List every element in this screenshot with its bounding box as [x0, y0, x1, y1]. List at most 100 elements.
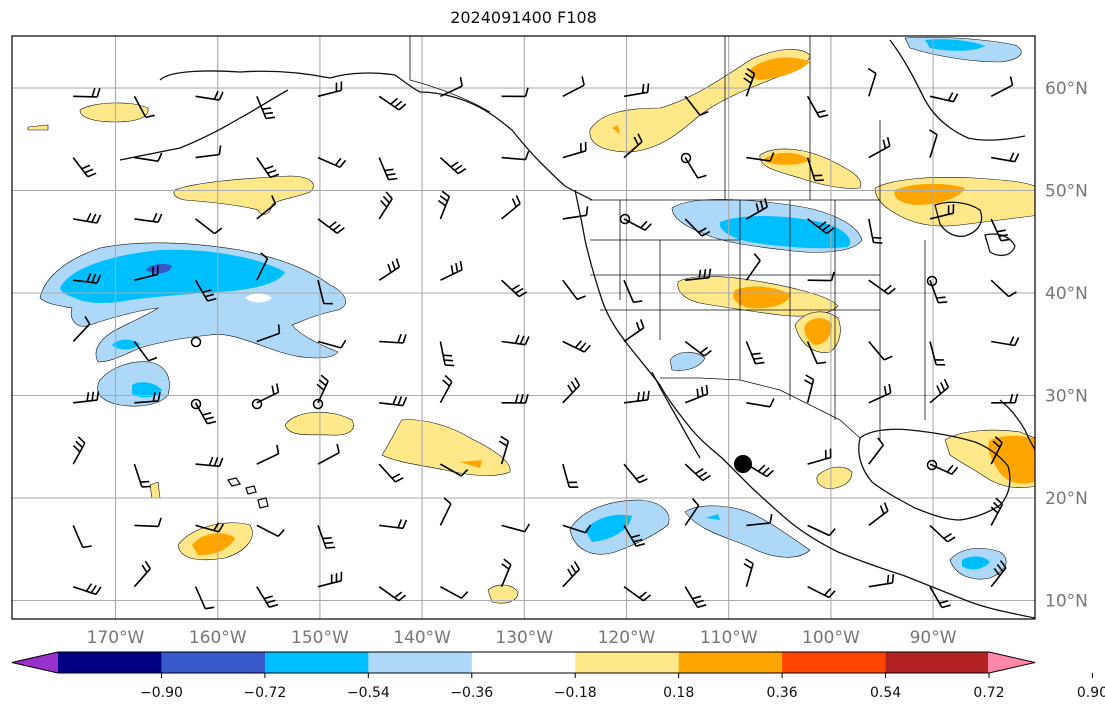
lon-tick-label: 100°W	[802, 628, 860, 648]
wind-barb	[256, 524, 285, 538]
wind-barb	[195, 218, 223, 235]
wind-barb	[684, 340, 712, 357]
wind-barb	[317, 156, 347, 169]
wind-barb	[256, 324, 281, 343]
calm-wind-markers	[190, 152, 938, 471]
wind-barb	[437, 190, 451, 220]
gulf-of-mexico-coast	[858, 428, 1011, 521]
hudson-bay-coast	[889, 39, 1026, 141]
wind-barb	[991, 393, 1019, 404]
wind-barb	[501, 523, 530, 533]
wind-barb	[73, 87, 101, 98]
lat-tick-label: 20°N	[1045, 489, 1088, 509]
lat-tick-label: 60°N	[1045, 79, 1088, 99]
calm-wind-marker	[190, 398, 202, 410]
wind-barb	[745, 341, 765, 365]
lat-tick-label: 50°N	[1045, 182, 1088, 202]
colorbar-tick-label: 0.18	[663, 685, 694, 701]
wind-barb	[501, 279, 528, 298]
wind-barb	[562, 377, 581, 404]
map-frame	[11, 35, 1036, 620]
great-lakes	[934, 201, 1016, 257]
wind-barb	[194, 279, 217, 302]
wind-barb	[133, 463, 151, 488]
wind-barb	[684, 157, 707, 179]
calm-wind-marker	[926, 275, 938, 287]
wind-barb	[562, 206, 589, 220]
colorbar-tick-label: −0.18	[554, 685, 597, 701]
map-title: 2024091400 F108	[450, 8, 597, 27]
colorbar-extend-low	[11, 651, 60, 674]
wind-barb	[990, 436, 1003, 465]
wind-barb	[929, 341, 946, 366]
wind-barb	[378, 258, 401, 281]
wind-barb	[378, 586, 407, 602]
calm-wind-marker	[312, 398, 324, 410]
wind-barb	[562, 524, 592, 534]
wind-barb	[684, 95, 709, 116]
wind-barb	[501, 87, 529, 98]
calm-wind-marker	[680, 152, 692, 164]
colorbar-swatch	[471, 652, 576, 673]
wind-barb	[317, 525, 336, 549]
wind-barb	[317, 443, 340, 465]
location-marker	[734, 455, 752, 473]
colorbar-outline	[11, 651, 1036, 674]
calm-wind-marker	[619, 213, 631, 225]
colorbar-swatch	[368, 652, 473, 673]
wind-barb	[990, 279, 1017, 298]
colorbar-extend-high	[988, 651, 1036, 674]
wind-barb	[256, 252, 269, 281]
wind-barb	[378, 157, 398, 181]
wind-barb	[378, 191, 393, 220]
wind-barb	[72, 525, 92, 549]
wind-barb	[439, 497, 452, 526]
colorbar-tick-label: 0.36	[767, 685, 798, 701]
calm-wind-marker	[251, 398, 263, 410]
florida-coast	[999, 399, 1035, 452]
wind-barb	[194, 586, 215, 610]
lon-tick-label: 170°W	[87, 628, 145, 648]
lon-tick-label: 130°W	[495, 628, 553, 648]
lat-tick-label: 10°N	[1045, 592, 1088, 612]
wind-barb	[807, 448, 832, 465]
lat-tick-label: 40°N	[1045, 284, 1088, 304]
wind-barb	[378, 95, 407, 111]
wind-barb	[806, 95, 829, 118]
alaska-coastline	[159, 70, 593, 201]
wind-barb	[501, 334, 530, 346]
wind-barb	[929, 378, 950, 404]
wind-barb	[684, 498, 700, 526]
political-borders	[409, 36, 926, 440]
wind-barb	[807, 218, 835, 235]
lon-tick-label: 160°W	[189, 628, 247, 648]
wind-barb	[72, 436, 86, 465]
wind-barb	[746, 152, 775, 162]
colorbar-swatch	[575, 652, 680, 673]
wind-barb	[929, 204, 955, 220]
wind-barb	[929, 586, 951, 609]
lon-tick-label: 140°W	[393, 628, 451, 648]
wind-barb	[807, 524, 836, 537]
wind-barb	[990, 218, 1011, 242]
colorbar-tick-label: 0.72	[973, 685, 1004, 701]
north-america-west-coast	[574, 189, 1035, 619]
wind-barb	[745, 253, 761, 281]
lon-tick-label: 150°W	[291, 628, 349, 648]
wind-barb	[623, 586, 651, 602]
wind-barb	[378, 463, 404, 483]
wind-barb	[684, 586, 707, 609]
wind-barb	[868, 279, 896, 295]
colorbar-swatch	[58, 652, 162, 673]
wind-barb	[72, 157, 97, 178]
wind-barb	[440, 585, 469, 599]
wind-barb	[379, 519, 408, 530]
wind-barb	[501, 393, 529, 404]
province-lines	[724, 36, 881, 200]
colorbar-swatch	[264, 652, 369, 673]
wind-barb	[134, 391, 161, 404]
wind-barb	[195, 456, 224, 468]
wind-barb	[440, 77, 463, 98]
wind-barb	[194, 402, 217, 425]
